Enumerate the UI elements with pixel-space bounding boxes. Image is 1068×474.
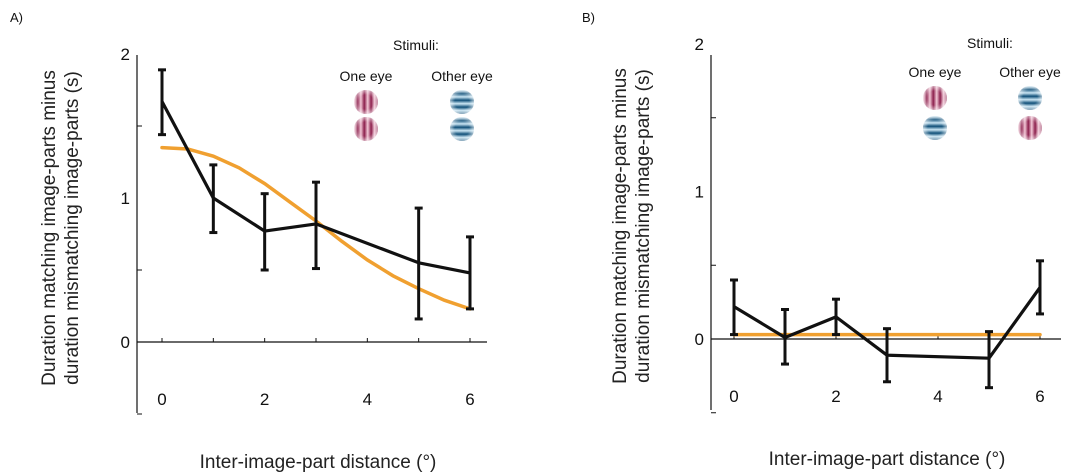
x-tick-label: 6 (1035, 387, 1044, 406)
x-tick-label: 4 (363, 390, 372, 409)
stimuli-label-one-eye-a: One eye (340, 68, 393, 84)
y-tick-label: 2 (695, 35, 704, 54)
x-tick-label: 2 (831, 387, 840, 406)
stimuli-label-other-eye-b: Other eye (999, 64, 1061, 80)
red-grating-icon (923, 86, 947, 110)
x-tick-label: 0 (157, 390, 166, 409)
x-axis-label-b: Inter-image-part distance (°) (769, 449, 1006, 470)
y-tick-label: 1 (695, 183, 704, 202)
red-grating-icon (354, 117, 378, 141)
x-tick-label: 4 (933, 387, 942, 406)
blue-grating-icon (450, 90, 474, 114)
y-tick-label: 1 (121, 189, 130, 208)
red-grating-icon (354, 90, 378, 114)
y-axis-label-b-line-2: duration mismatching image-parts (s) (633, 69, 654, 383)
x-tick-label: 0 (729, 387, 738, 406)
y-tick-label: 0 (121, 333, 130, 352)
x-tick-label: 2 (260, 390, 269, 409)
blue-grating-icon (923, 116, 947, 140)
chart-panel-a: A) 0 1 2 0 2 4 6 Duration matching image-parts… (10, 10, 493, 473)
y-axis-label-b-line-1: Duration matching image-parts minus (610, 68, 631, 384)
panel-label-a: A) (10, 10, 23, 25)
x-tick-label: 6 (465, 390, 474, 409)
stimuli-label-one-eye-b: One eye (909, 64, 962, 80)
y-axis-label-a-line-1: Duration matching image-parts minus (39, 70, 60, 386)
data-line (160, 100, 471, 275)
data-line (733, 286, 1042, 360)
blue-grating-icon (450, 117, 474, 141)
red-grating-icon (1018, 116, 1042, 140)
stimuli-title-a: Stimuli: (393, 37, 439, 53)
x-axis-label-a: Inter-image-part distance (°) (200, 452, 437, 473)
blue-grating-icon (1018, 86, 1042, 110)
stimuli-title-b: Stimuli: (967, 35, 1013, 51)
stimuli-label-other-eye-a: Other eye (431, 68, 493, 84)
stimuli-legend-a: Stimuli: One eye Other eye (340, 37, 493, 141)
y-axis-label-a-line-2: duration mismatching image-parts (s) (62, 71, 83, 385)
error-bar (1036, 259, 1044, 316)
stimuli-legend-b: Stimuli: One eye Other eye (909, 35, 1061, 140)
panel-label-b: B) (582, 10, 595, 25)
chart-panel-b: B) 0 1 2 0 2 4 6 Duration matching image-parts… (582, 10, 1061, 470)
y-tick-label: 0 (695, 330, 704, 349)
y-tick-label: 2 (121, 45, 130, 64)
